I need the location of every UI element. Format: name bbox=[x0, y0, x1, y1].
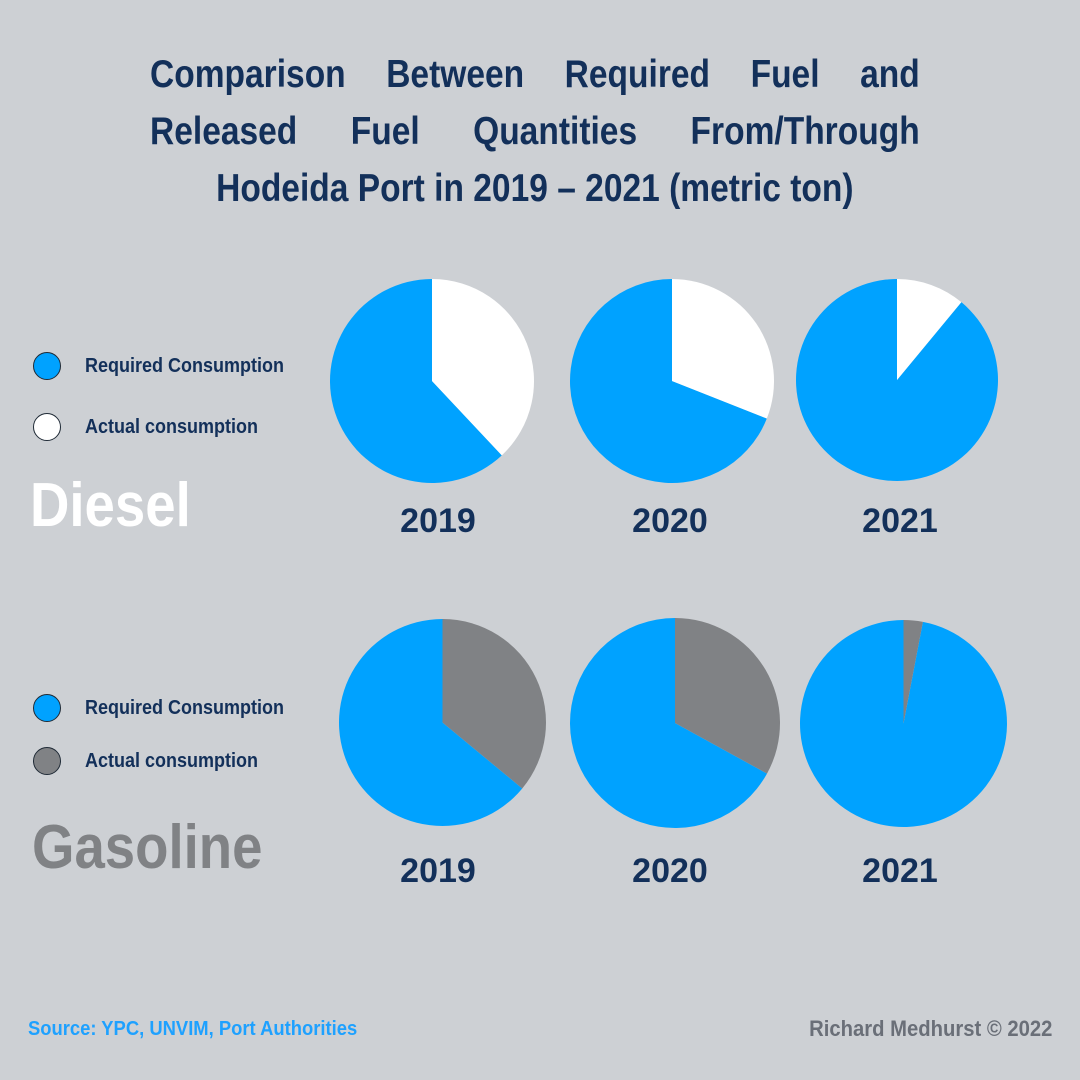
year-label-gasoline-2019: 2019 bbox=[400, 852, 476, 890]
pie-slice-required bbox=[570, 279, 767, 483]
title-line-1: Comparison Between Required Fuel and bbox=[150, 53, 920, 96]
pie-slice-actual bbox=[432, 279, 534, 456]
legend-required-swatch bbox=[33, 352, 61, 380]
legend-diesel-actual: Actual consumption bbox=[33, 413, 277, 441]
legend-actual-swatch bbox=[33, 413, 61, 441]
title-line-2: Released Fuel Quantities From/Through bbox=[150, 110, 920, 153]
pie-slice-required bbox=[570, 618, 768, 828]
year-label-diesel-2019: 2019 bbox=[400, 502, 476, 540]
pie-diesel-2021 bbox=[796, 279, 998, 481]
legend-label: Actual consumption bbox=[85, 749, 259, 772]
pie-slice-actual bbox=[897, 279, 962, 380]
legend-gasoline-required: Required Consumption bbox=[33, 694, 306, 722]
pie-gasoline-2020 bbox=[570, 618, 780, 828]
pie-diesel-2019 bbox=[330, 279, 534, 483]
year-label-gasoline-2021: 2021 bbox=[862, 852, 938, 890]
section-label-gasoline: Gasoline bbox=[32, 813, 263, 882]
year-label-diesel-2021: 2021 bbox=[862, 502, 938, 540]
year-label-gasoline-2020: 2020 bbox=[632, 852, 708, 890]
pie-gasoline-2021 bbox=[800, 620, 1007, 827]
pie-gasoline-2019 bbox=[339, 619, 546, 826]
title-line-3: Hodeida Port in 2019 – 2021 (metric ton) bbox=[216, 167, 854, 210]
pie-slice-actual bbox=[442, 619, 546, 789]
pie-slice-actual bbox=[675, 618, 780, 774]
pie-slice-actual bbox=[672, 279, 774, 419]
section-label-diesel: Diesel bbox=[30, 471, 191, 540]
legend-required-swatch bbox=[33, 694, 61, 722]
pie-slice-required bbox=[330, 279, 502, 483]
chart-title: Comparison Between Required Fuel and Rel… bbox=[150, 46, 920, 217]
legend-gasoline-actual: Actual consumption bbox=[33, 747, 277, 775]
pie-diesel-2020 bbox=[570, 279, 774, 483]
pie-slice-actual bbox=[903, 620, 923, 724]
legend-actual-swatch bbox=[33, 747, 61, 775]
credit-note: Richard Medhurst © 2022 bbox=[808, 1016, 1052, 1041]
year-label-diesel-2020: 2020 bbox=[632, 502, 708, 540]
pie-slice-required bbox=[339, 619, 523, 826]
legend-label: Actual consumption bbox=[85, 415, 259, 438]
legend-label: Required Consumption bbox=[85, 354, 284, 377]
legend-label: Required Consumption bbox=[85, 696, 284, 719]
legend-diesel-required: Required Consumption bbox=[33, 352, 306, 380]
source-note: Source: YPC, UNVIM, Port Authorities bbox=[28, 1018, 358, 1040]
